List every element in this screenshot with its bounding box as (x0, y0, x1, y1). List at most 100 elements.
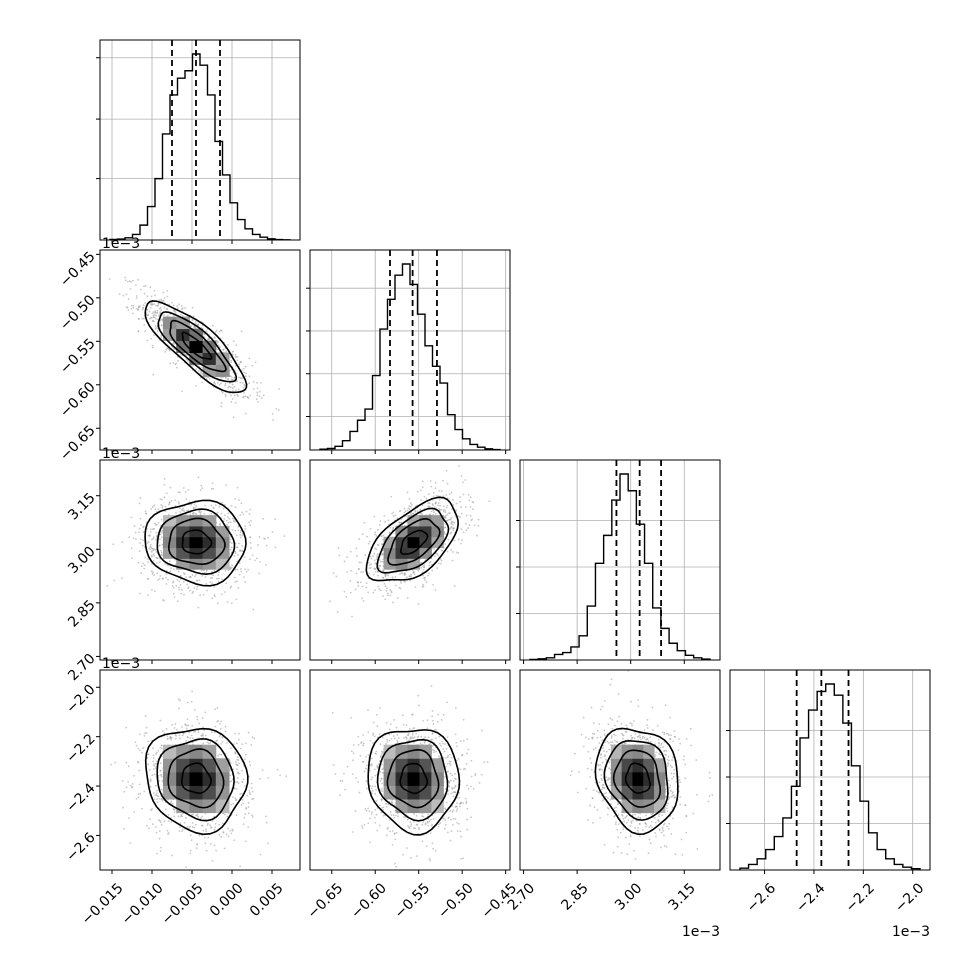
sample-point (466, 752, 468, 755)
sample-point (230, 803, 232, 806)
contour-line (376, 507, 450, 574)
sample-point (234, 761, 237, 763)
sample-point (209, 843, 212, 845)
sample-point (343, 590, 346, 593)
sample-point (406, 491, 409, 494)
sample-point (227, 343, 230, 346)
sample-point (159, 306, 162, 309)
sample-point (139, 517, 142, 520)
sample-point (202, 734, 204, 737)
sample-point (211, 482, 214, 484)
sample-point (232, 416, 235, 419)
sample-point (462, 481, 464, 484)
sample-point (374, 567, 377, 570)
sample-point (181, 307, 184, 310)
sample-point (200, 817, 202, 820)
sample-point (147, 558, 149, 560)
sample-point (178, 830, 181, 832)
sample-point (392, 511, 395, 514)
sample-point (421, 480, 424, 483)
sample-point (197, 323, 200, 326)
sample-point (135, 307, 138, 310)
sample-point (168, 303, 171, 306)
sample-point (251, 790, 254, 793)
sample-point (455, 551, 458, 554)
pair-panel-2-1 (309, 455, 511, 664)
sample-point (147, 534, 150, 537)
sample-point (367, 561, 370, 564)
sample-point (452, 817, 455, 820)
sample-point (202, 742, 205, 745)
sample-point (231, 397, 234, 400)
sample-point (152, 320, 155, 323)
sample-point (358, 561, 361, 564)
sample-point (149, 778, 152, 781)
sample-point (421, 504, 424, 507)
density-cell (215, 536, 230, 549)
sample-point (177, 570, 180, 573)
sample-point (374, 547, 377, 550)
sample-point (160, 788, 163, 791)
sample-point (160, 551, 163, 554)
sample-point (433, 506, 436, 509)
sample-point (421, 486, 424, 489)
sample-point (437, 562, 440, 565)
sample-point (130, 281, 132, 283)
sample-point (132, 304, 135, 307)
sample-point (236, 380, 238, 382)
sample-point (130, 547, 133, 550)
sample-point (234, 401, 237, 404)
sample-point (212, 574, 215, 577)
sample-point (151, 774, 154, 777)
contour-line (387, 518, 441, 566)
sample-point (149, 530, 152, 533)
sample-point (503, 455, 505, 457)
sample-point (383, 582, 386, 585)
sample-point (193, 587, 196, 589)
sample-point (194, 506, 197, 509)
sample-point (158, 538, 161, 541)
sample-point (170, 800, 173, 803)
sample-point (249, 542, 252, 544)
sample-point (159, 575, 162, 577)
sample-point (265, 563, 267, 566)
density-cell (419, 536, 432, 549)
sample-point (156, 510, 158, 513)
sample-point (252, 388, 255, 390)
sample-point (384, 598, 387, 601)
sample-point (206, 824, 209, 826)
sample-point (187, 488, 190, 491)
sample-point (442, 495, 445, 498)
sample-point (191, 319, 194, 322)
sample-point (161, 531, 164, 534)
sample-point (386, 594, 389, 597)
sample-point (156, 760, 158, 763)
sample-point (219, 734, 222, 736)
sample-point (239, 793, 242, 795)
sample-point (359, 581, 362, 584)
sample-point (225, 484, 227, 487)
sample-point (140, 572, 143, 575)
sample-point (153, 504, 156, 507)
sample-point (192, 590, 194, 593)
sample-point (229, 521, 232, 524)
sample-point (368, 563, 371, 566)
sample-point (211, 860, 214, 862)
sample-point (215, 740, 218, 742)
sample-point (362, 742, 365, 745)
sample-point (142, 747, 145, 749)
sample-point (161, 543, 164, 546)
sample-point (123, 790, 126, 793)
sample-point (152, 559, 155, 562)
sample-point (196, 585, 199, 588)
sample-point (142, 562, 144, 565)
sample-point (163, 820, 166, 823)
sample-point (215, 329, 218, 332)
sample-point (158, 314, 161, 316)
panel-content (106, 476, 286, 611)
sample-point (400, 518, 402, 521)
sample-point (155, 317, 157, 320)
sample-point (459, 830, 462, 833)
contour-line (156, 738, 235, 822)
sample-point (247, 568, 250, 571)
